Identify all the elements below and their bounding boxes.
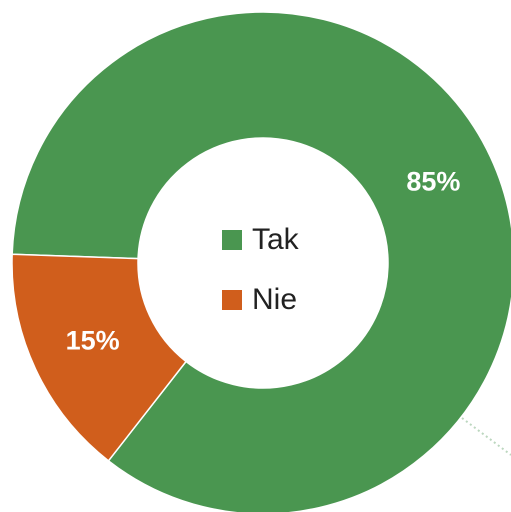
legend-label: Nie <box>252 283 297 316</box>
legend-swatch <box>222 290 242 310</box>
donut-slice <box>11 253 188 462</box>
donut-slice <box>11 11 511 512</box>
data-label: 85% <box>406 167 460 197</box>
legend-swatch <box>222 230 242 250</box>
data-label: 15% <box>66 326 120 356</box>
legend-label: Tak <box>252 223 300 256</box>
leader-line <box>457 414 511 456</box>
